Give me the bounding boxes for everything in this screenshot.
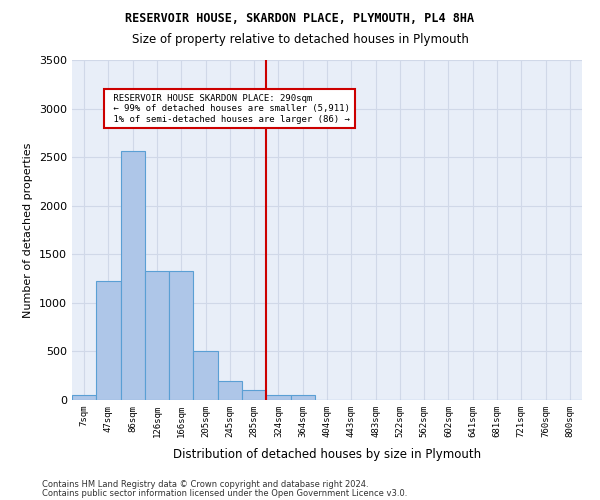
Bar xyxy=(72,395,96,400)
Bar xyxy=(193,352,218,400)
Text: Size of property relative to detached houses in Plymouth: Size of property relative to detached ho… xyxy=(131,32,469,46)
Bar xyxy=(145,271,169,400)
Bar xyxy=(242,390,266,400)
Text: RESERVOIR HOUSE, SKARDON PLACE, PLYMOUTH, PL4 8HA: RESERVOIR HOUSE, SKARDON PLACE, PLYMOUTH… xyxy=(125,12,475,26)
Bar xyxy=(266,395,290,400)
Text: RESERVOIR HOUSE SKARDON PLACE: 290sqm
 ← 99% of detached houses are smaller (5,9: RESERVOIR HOUSE SKARDON PLACE: 290sqm ← … xyxy=(109,94,350,124)
Bar xyxy=(96,282,121,400)
Text: Contains public sector information licensed under the Open Government Licence v3: Contains public sector information licen… xyxy=(42,488,407,498)
X-axis label: Distribution of detached houses by size in Plymouth: Distribution of detached houses by size … xyxy=(173,448,481,461)
Bar xyxy=(169,271,193,400)
Bar xyxy=(290,395,315,400)
Text: Contains HM Land Registry data © Crown copyright and database right 2024.: Contains HM Land Registry data © Crown c… xyxy=(42,480,368,489)
Bar xyxy=(121,152,145,400)
Bar xyxy=(218,380,242,400)
Y-axis label: Number of detached properties: Number of detached properties xyxy=(23,142,34,318)
